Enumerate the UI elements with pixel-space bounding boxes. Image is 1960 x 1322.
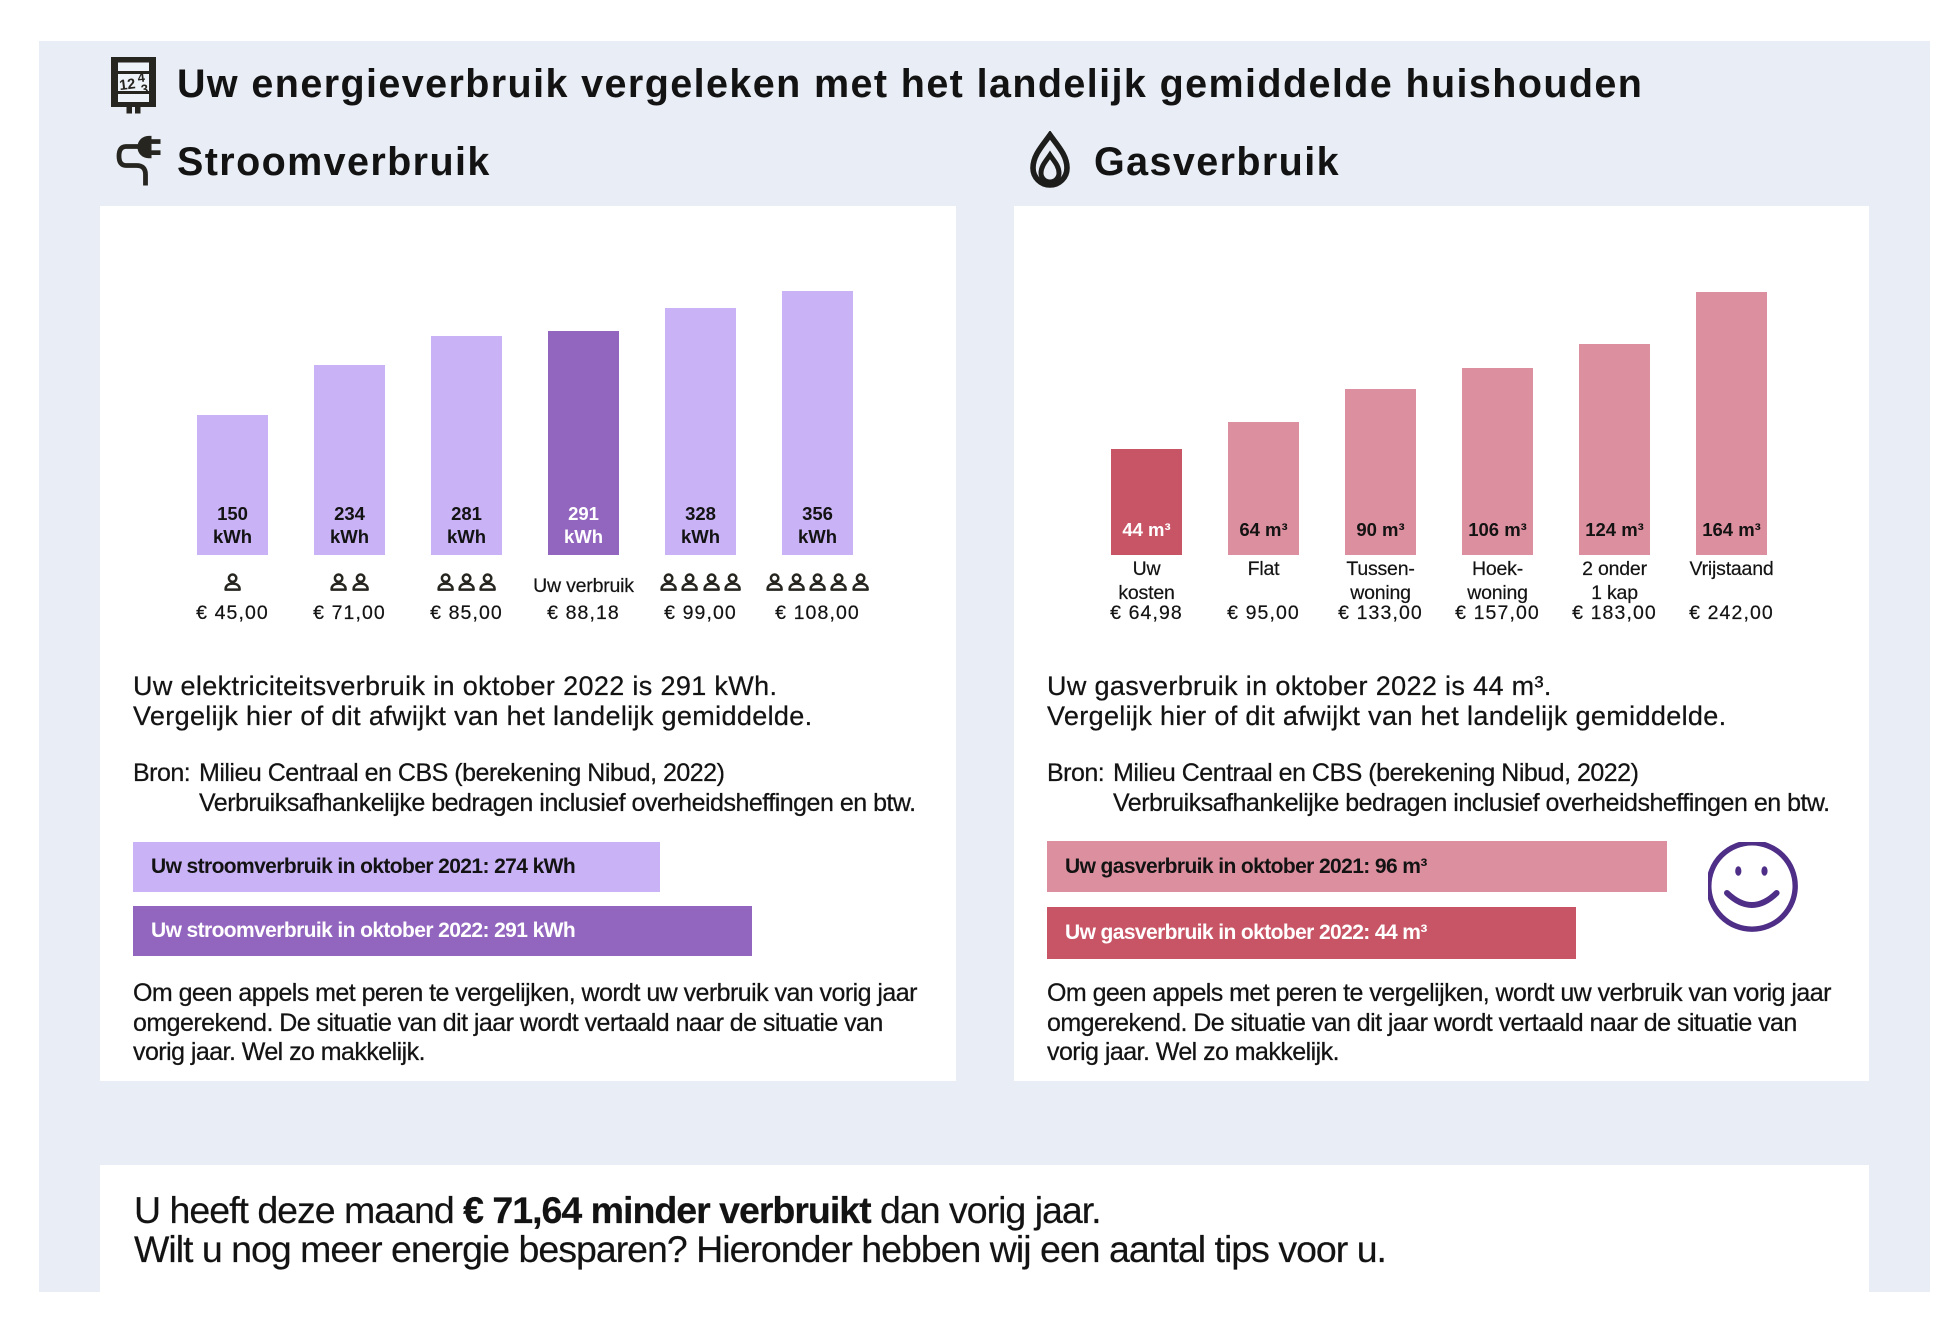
svg-text:12: 12 (118, 76, 136, 94)
svg-text:4: 4 (137, 69, 147, 85)
svg-text:3: 3 (140, 81, 149, 97)
